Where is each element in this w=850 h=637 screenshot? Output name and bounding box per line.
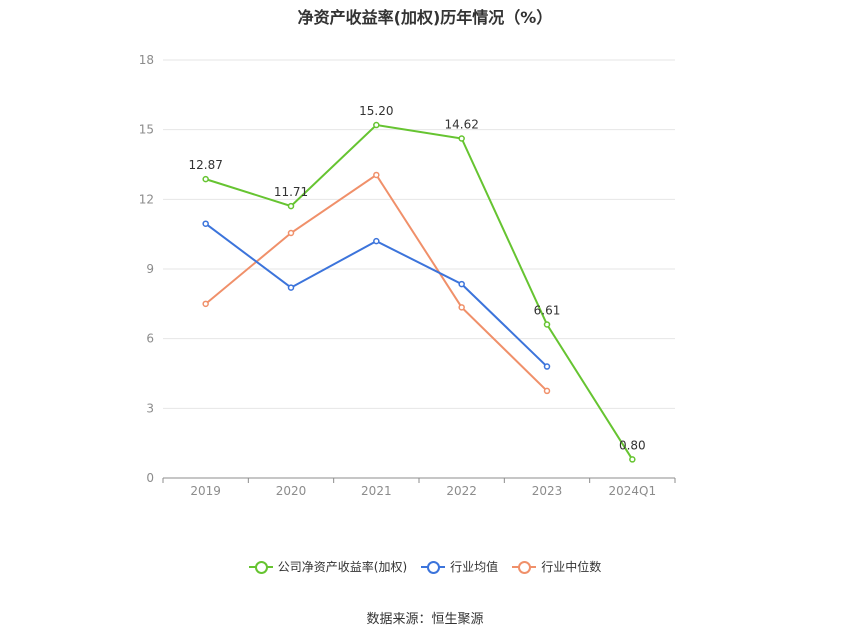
line-chart: 0 3 6 9 12 15 18 2019 2020 2021 2022 2023 2024Q1 12.… xyxy=(139,53,676,498)
data-label: 0.80 xyxy=(619,438,646,452)
x-tick-label: 2023 xyxy=(532,484,563,498)
y-tick-label: 12 xyxy=(139,192,154,206)
data-source: 数据来源：恒生聚源 xyxy=(366,612,484,627)
data-point xyxy=(287,284,295,291)
data-label: 15.20 xyxy=(359,104,393,118)
legend-item[interactable]: 公司净资产收益率(加权) xyxy=(248,558,408,575)
grid-lines xyxy=(163,59,675,409)
series-lines xyxy=(202,121,636,463)
data-label: 12.87 xyxy=(188,158,222,172)
legend-item[interactable]: 行业中位数 xyxy=(512,558,601,575)
y-tick-label: 6 xyxy=(146,332,154,346)
data-point xyxy=(458,304,465,311)
y-tick-label: 15 xyxy=(139,123,154,137)
series-line xyxy=(205,173,548,392)
data-label: 11.71 xyxy=(274,185,308,199)
legend: 公司净资产收益率(加权) 行业均值 行业中位数 xyxy=(0,558,850,575)
series-line xyxy=(205,222,548,368)
x-tick-label: 2024Q1 xyxy=(609,484,657,498)
data-point xyxy=(287,202,295,210)
data-point xyxy=(543,321,551,328)
legend-label: 行业中位数 xyxy=(541,560,602,574)
data-point xyxy=(373,121,380,129)
data-label: 6.61 xyxy=(534,304,561,318)
data-point xyxy=(543,387,551,395)
data-point xyxy=(458,135,465,142)
y-tick-label: 3 xyxy=(146,401,154,415)
data-point xyxy=(629,456,636,463)
axes: 0 3 6 9 12 15 18 2019 2020 2021 2022 2023 2024Q1 xyxy=(139,53,676,498)
data-point xyxy=(202,175,209,183)
legend-swatch xyxy=(248,560,273,574)
y-tick-label: 0 xyxy=(146,471,154,485)
series-line xyxy=(205,123,634,460)
data-point xyxy=(202,220,209,227)
x-tick-label: 2020 xyxy=(276,484,307,498)
legend-swatch xyxy=(512,560,537,574)
data-point xyxy=(543,363,551,370)
legend-label: 行业均值 xyxy=(450,560,499,574)
data-point xyxy=(373,237,380,245)
data-point xyxy=(373,171,380,179)
y-tick-label: 18 xyxy=(139,53,154,67)
x-tick-label: 2021 xyxy=(361,484,392,498)
data-point xyxy=(202,300,209,308)
data-point xyxy=(458,280,465,288)
x-tick-label: 2019 xyxy=(190,484,221,498)
data-label: 14.62 xyxy=(444,117,478,131)
x-tick-label: 2022 xyxy=(446,484,477,498)
data-point xyxy=(287,229,295,237)
chart-title: 净资产收益率(加权)历年情况（%） xyxy=(297,8,553,27)
legend-item[interactable]: 行业均值 xyxy=(421,558,498,575)
legend-label: 公司净资产收益率(加权) xyxy=(277,560,408,574)
legend-swatch xyxy=(421,560,446,574)
y-tick-label: 9 xyxy=(146,262,154,276)
data-labels: 12.87 11.71 15.20 14.62 6.61 0.80 xyxy=(188,104,645,452)
